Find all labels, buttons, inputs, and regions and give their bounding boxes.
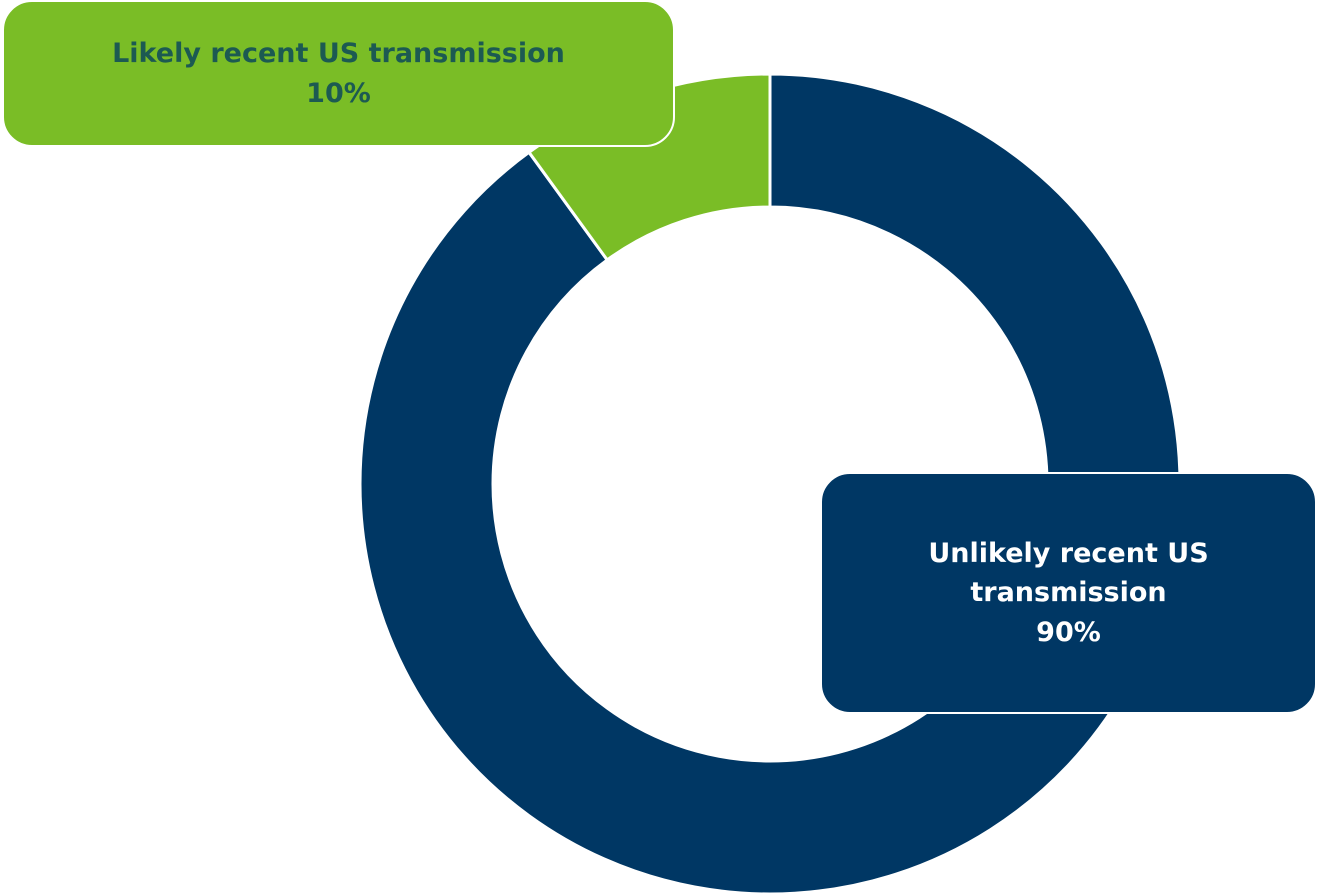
value-label: 10% <box>306 77 371 109</box>
category-label: Unlikely recent US transmission <box>928 538 1209 609</box>
value-label: 90% <box>1036 616 1101 648</box>
data-label-box: Unlikely recent US transmission 90% <box>820 472 1317 714</box>
category-label: Likely recent US transmission <box>112 38 565 70</box>
data-label-box: Likely recent US transmission 10% <box>2 0 675 147</box>
